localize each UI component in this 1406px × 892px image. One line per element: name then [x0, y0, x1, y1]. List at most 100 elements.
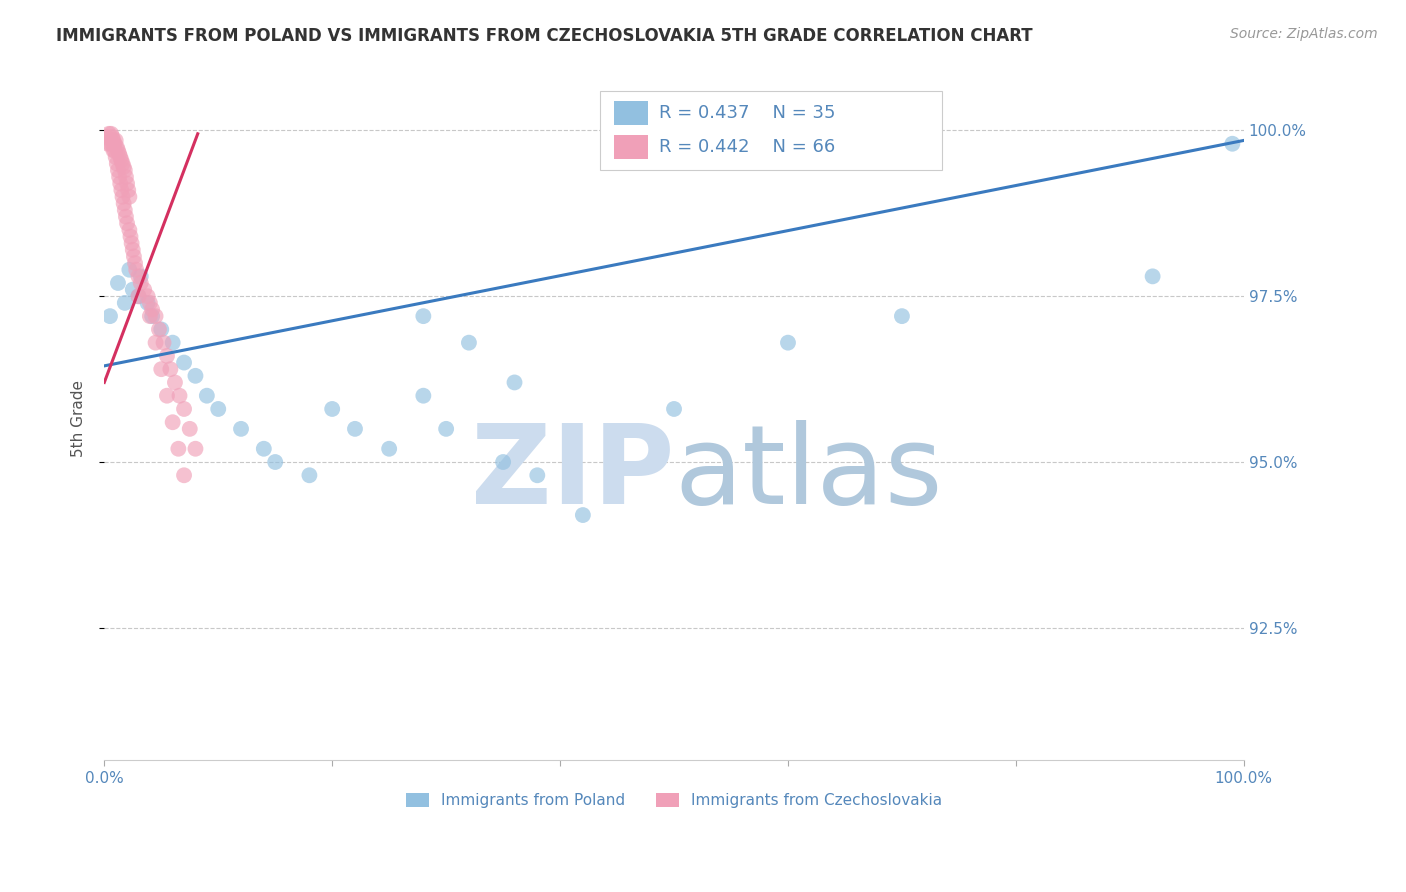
Text: R = 0.442    N = 66: R = 0.442 N = 66 [659, 138, 835, 156]
Point [104, 150, 127, 164]
Point [105, 140, 128, 154]
Point [150, 362, 173, 376]
Point [120, 229, 142, 244]
Point [104, 133, 127, 147]
Point [458, 335, 481, 350]
Point [229, 422, 252, 436]
Text: Source: ZipAtlas.com: Source: ZipAtlas.com [1230, 27, 1378, 41]
Point [97, 127, 120, 141]
Point [503, 376, 526, 390]
Point [101, 130, 124, 145]
Point [298, 468, 321, 483]
Point [98, 136, 121, 151]
Point [98, 309, 121, 323]
Point [572, 508, 595, 522]
Point [163, 376, 186, 390]
Point [107, 144, 129, 158]
Point [343, 422, 366, 436]
Point [108, 146, 131, 161]
Point [207, 401, 229, 416]
Text: atlas: atlas [673, 420, 942, 527]
Point [162, 335, 184, 350]
FancyBboxPatch shape [613, 135, 648, 160]
Point [125, 262, 148, 277]
Y-axis label: 5th Grade: 5th Grade [72, 380, 86, 458]
Point [121, 283, 143, 297]
Point [112, 196, 135, 211]
Point [195, 389, 218, 403]
Point [100, 127, 122, 141]
Point [378, 442, 401, 456]
Point [107, 276, 129, 290]
Point [127, 289, 149, 303]
Point [110, 177, 132, 191]
Point [321, 401, 343, 416]
Point [121, 236, 143, 251]
Point [114, 296, 136, 310]
FancyBboxPatch shape [600, 91, 942, 169]
Point [1222, 136, 1244, 151]
Point [118, 223, 141, 237]
Point [107, 163, 129, 178]
Point [114, 202, 136, 217]
Point [118, 190, 141, 204]
Point [412, 309, 434, 323]
Point [141, 302, 163, 317]
Point [253, 442, 276, 456]
Point [264, 455, 287, 469]
Text: R = 0.437    N = 35: R = 0.437 N = 35 [659, 104, 835, 122]
Point [115, 169, 138, 184]
Point [127, 269, 149, 284]
Point [173, 401, 195, 416]
Point [96, 130, 118, 145]
Point [124, 256, 146, 270]
Point [118, 262, 141, 277]
Point [890, 309, 912, 323]
Text: ZIP: ZIP [471, 420, 673, 527]
Point [103, 133, 125, 147]
Point [103, 144, 125, 158]
Point [145, 335, 167, 350]
Point [434, 422, 457, 436]
Point [110, 150, 132, 164]
Point [159, 362, 181, 376]
Point [115, 210, 138, 224]
Point [179, 422, 201, 436]
Point [117, 183, 139, 197]
Point [111, 190, 134, 204]
Point [134, 283, 156, 297]
Point [141, 309, 163, 323]
Legend: Immigrants from Poland, Immigrants from Czechoslovakia: Immigrants from Poland, Immigrants from … [399, 787, 948, 814]
Point [110, 183, 132, 197]
Point [412, 389, 434, 403]
Point [156, 349, 179, 363]
Point [152, 335, 174, 350]
Point [1142, 269, 1164, 284]
Point [122, 250, 145, 264]
Point [139, 309, 162, 323]
Point [145, 309, 167, 323]
Point [129, 269, 152, 284]
Point [169, 389, 191, 403]
Point [184, 442, 207, 456]
Point [662, 401, 685, 416]
Point [127, 289, 149, 303]
Point [139, 296, 162, 310]
Point [114, 163, 136, 178]
Point [103, 136, 125, 151]
Point [136, 289, 159, 303]
Point [526, 468, 548, 483]
Text: IMMIGRANTS FROM POLAND VS IMMIGRANTS FROM CZECHOSLOVAKIA 5TH GRADE CORRELATION C: IMMIGRANTS FROM POLAND VS IMMIGRANTS FRO… [56, 27, 1033, 45]
Point [111, 156, 134, 170]
Point [103, 144, 125, 158]
Point [492, 455, 515, 469]
FancyBboxPatch shape [613, 101, 648, 125]
Point [110, 153, 132, 168]
Point [136, 296, 159, 310]
Point [115, 177, 138, 191]
Point [112, 160, 135, 174]
Point [173, 355, 195, 369]
Point [150, 322, 173, 336]
Point [148, 322, 170, 336]
Point [97, 136, 120, 151]
